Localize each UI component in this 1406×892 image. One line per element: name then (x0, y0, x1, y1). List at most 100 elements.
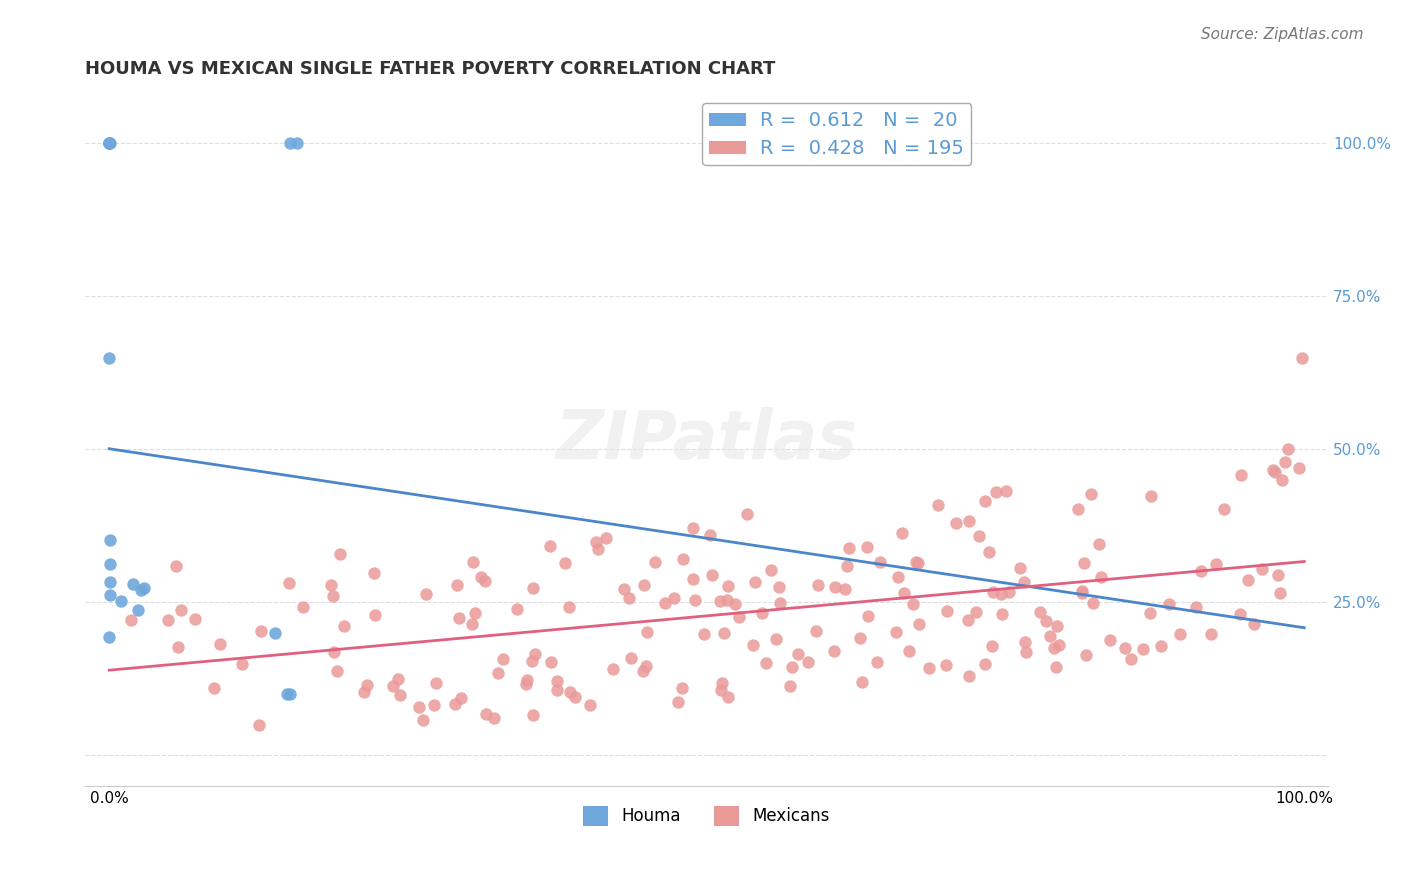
Point (727, 610, 749, 624)
Point (1046, 618, 1069, 632)
Point (492, 652, 515, 666)
Point (332, 619, 354, 633)
Point (1230, 468, 1253, 483)
Point (515, 677, 537, 691)
Point (132, 581, 155, 595)
Point (202, 681, 225, 696)
Point (834, 582, 856, 596)
Point (779, 679, 801, 693)
Point (98, 575, 121, 590)
Point (488, 666, 510, 681)
Point (98, 588, 121, 602)
Point (1150, 639, 1173, 653)
Point (98, 351, 121, 365)
Text: ZIPatlas: ZIPatlas (555, 407, 858, 473)
Point (1088, 536, 1111, 550)
Point (353, 685, 375, 699)
Point (935, 657, 957, 672)
Point (470, 570, 492, 584)
Point (1098, 633, 1121, 648)
Point (363, 607, 385, 622)
Point (735, 508, 758, 522)
Point (546, 674, 568, 689)
Point (482, 711, 505, 725)
Point (209, 636, 232, 650)
Point (901, 597, 924, 611)
Point (1251, 562, 1274, 576)
Point (823, 643, 845, 657)
Point (858, 608, 880, 623)
Point (1121, 652, 1143, 666)
Point (250, 624, 273, 638)
Point (710, 676, 733, 690)
Point (905, 555, 928, 569)
Point (522, 654, 544, 668)
Point (1081, 597, 1104, 611)
Point (381, 680, 404, 694)
Point (682, 521, 704, 535)
Point (806, 624, 828, 638)
Point (463, 555, 485, 569)
Point (98, 630, 121, 644)
Point (908, 616, 931, 631)
Point (907, 556, 929, 570)
Point (1012, 575, 1035, 590)
Point (292, 600, 315, 615)
Point (1070, 585, 1092, 599)
Point (716, 690, 738, 704)
Point (716, 593, 738, 607)
Point (797, 655, 820, 669)
Point (807, 578, 830, 592)
Point (522, 708, 544, 723)
Point (666, 695, 689, 709)
Point (323, 645, 346, 659)
Point (755, 656, 778, 670)
Point (1205, 558, 1227, 572)
Point (1014, 635, 1036, 649)
Point (957, 669, 980, 683)
Point (595, 531, 617, 545)
Point (231, 657, 253, 671)
Point (717, 579, 740, 593)
Point (183, 612, 205, 626)
Point (602, 662, 624, 676)
Point (98, 533, 121, 547)
Point (389, 688, 412, 702)
Point (170, 602, 193, 616)
Point (1168, 627, 1191, 641)
Point (540, 655, 562, 669)
Point (1114, 640, 1136, 655)
Point (765, 632, 787, 646)
Point (898, 644, 921, 658)
Point (1267, 568, 1289, 582)
Point (887, 570, 910, 584)
Text: Source: ZipAtlas.com: Source: ZipAtlas.com (1201, 27, 1364, 42)
Point (636, 624, 658, 639)
Point (890, 525, 912, 540)
Point (1199, 626, 1222, 640)
Point (326, 664, 349, 678)
Point (122, 577, 145, 591)
Point (709, 593, 731, 607)
Point (1071, 584, 1094, 599)
Point (682, 573, 704, 587)
Point (1140, 489, 1163, 503)
Point (998, 585, 1021, 599)
Point (967, 529, 990, 543)
Point (1067, 502, 1090, 516)
Point (1264, 466, 1286, 480)
Point (1010, 560, 1032, 574)
Point (1038, 629, 1060, 643)
Point (408, 700, 430, 714)
Point (412, 713, 434, 727)
Point (613, 582, 636, 596)
Point (329, 547, 352, 561)
Point (278, 136, 301, 151)
Point (588, 542, 610, 557)
Point (443, 697, 465, 711)
Point (633, 664, 655, 678)
Point (980, 640, 1002, 654)
Point (1274, 454, 1296, 468)
Point (1073, 556, 1095, 570)
Text: HOUMA VS MEXICAN SINGLE FATHER POVERTY CORRELATION CHART: HOUMA VS MEXICAN SINGLE FATHER POVERTY C… (86, 60, 776, 78)
